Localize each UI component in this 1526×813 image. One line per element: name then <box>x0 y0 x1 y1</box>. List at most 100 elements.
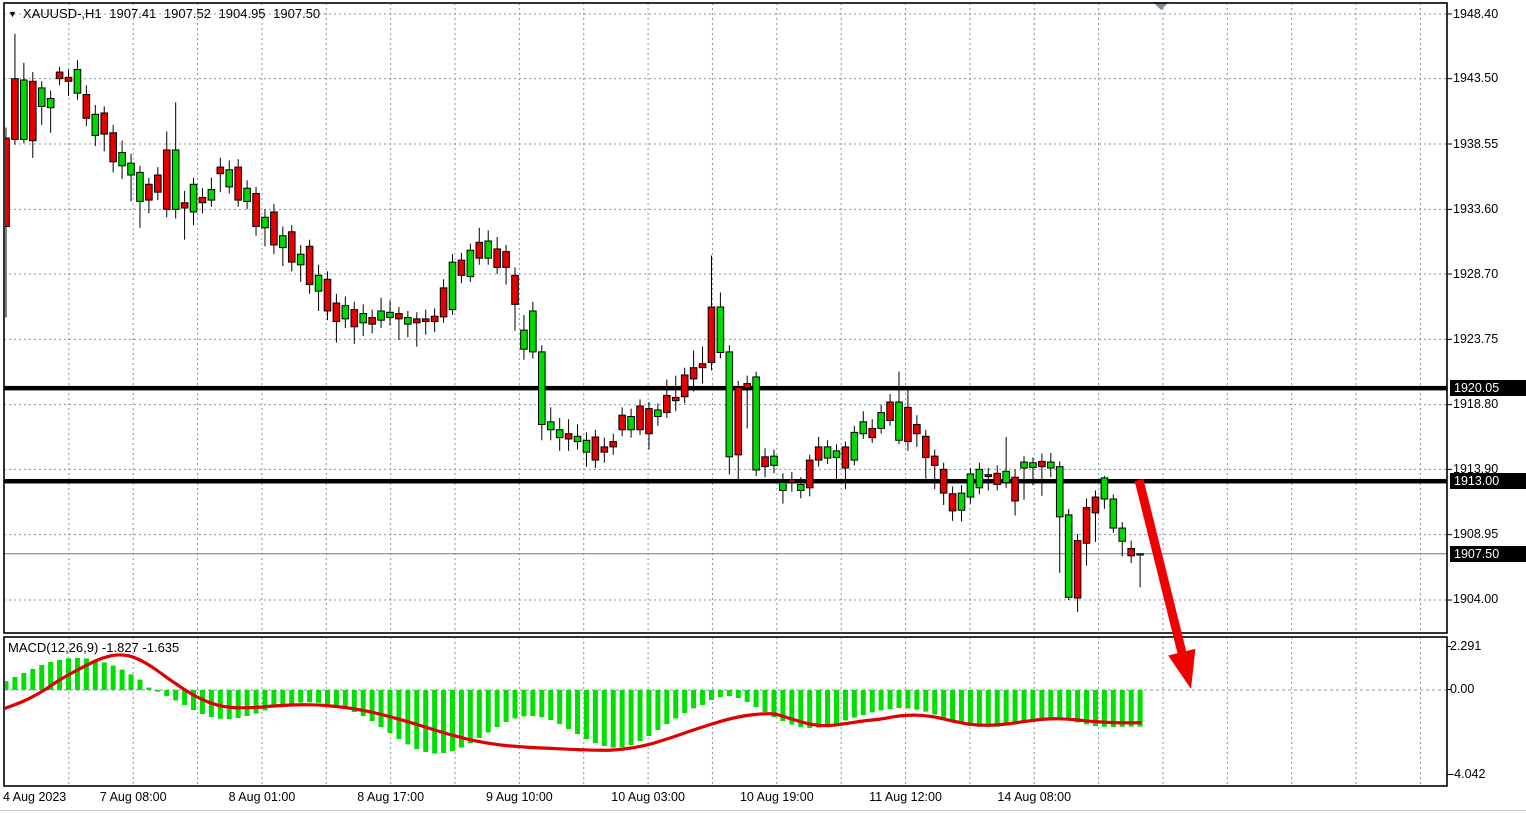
candle-body <box>895 401 903 441</box>
candle-body <box>877 412 885 429</box>
candle-body <box>805 459 814 489</box>
macd-histogram-bar <box>137 679 143 690</box>
candle-body <box>796 484 805 491</box>
candle-body <box>109 132 117 163</box>
candle-body <box>993 472 1002 486</box>
macd-histogram-bar <box>396 690 402 739</box>
candle-body <box>761 456 769 468</box>
candle-body <box>636 405 644 431</box>
macd-histogram-bar <box>1057 690 1063 720</box>
price-axis-label: 1943.50 <box>1453 71 1499 86</box>
candle-body <box>73 68 82 94</box>
candle-body <box>627 416 635 431</box>
macd-histogram-bar <box>887 690 893 709</box>
candle-body <box>332 302 341 323</box>
macd-histogram-bar <box>807 690 813 728</box>
price-tag-support: 1913.00 <box>1450 473 1526 490</box>
candle-body <box>832 450 841 458</box>
macd-histogram-bar <box>155 690 161 692</box>
candle-body <box>386 311 394 319</box>
macd-histogram-bar <box>798 690 804 727</box>
macd-histogram-bar <box>432 690 438 754</box>
chart-header: ▼ XAUUSD-,H1 1907.41 1907.52 1904.95 1907… <box>8 6 324 21</box>
candle-body <box>270 211 278 246</box>
candle-body <box>100 112 109 135</box>
candle-body <box>439 287 448 318</box>
candle-body <box>252 192 260 227</box>
scroll-to-end-marker[interactable] <box>1153 2 1169 10</box>
macd-histogram-bar <box>521 690 527 717</box>
candle-body <box>448 261 457 311</box>
symbol-dropdown-icon[interactable]: ▼ <box>8 9 17 19</box>
macd-histogram-bar <box>655 690 661 730</box>
macd-histogram-bar <box>780 690 786 721</box>
macd-histogram-bar <box>717 690 723 697</box>
candle-body <box>189 183 198 213</box>
macd-histogram-bar <box>575 690 581 734</box>
macd-histogram-bar <box>1101 690 1107 727</box>
price-tag-current: 1907.50 <box>1450 545 1526 562</box>
candle-body <box>1020 461 1028 469</box>
candle-body <box>118 152 126 167</box>
candle-body <box>421 318 430 323</box>
candle-body <box>28 80 37 142</box>
candle-body <box>1136 553 1144 556</box>
macd-histogram-bar <box>583 690 589 739</box>
macd-histogram-bar <box>1110 690 1116 727</box>
candle-body <box>1100 477 1109 500</box>
macd-histogram-bar <box>92 660 98 690</box>
candle-body <box>82 94 91 119</box>
macd-histogram-bar <box>619 690 625 748</box>
candle-body <box>502 251 510 268</box>
candle-body <box>20 79 28 140</box>
candle-body <box>904 406 912 443</box>
candle-body <box>412 318 421 324</box>
macd-histogram-bar <box>57 660 63 690</box>
time-axis-label: 4 Aug 2023 <box>3 790 67 804</box>
candle-body <box>948 493 957 512</box>
macd-histogram-bar <box>1092 690 1098 726</box>
candle-body <box>127 162 135 176</box>
time-axis-label: 10 Aug 03:00 <box>611 790 685 804</box>
candle-body <box>1073 540 1082 599</box>
macd-histogram-bar <box>994 690 1000 727</box>
candle-body <box>5 137 10 227</box>
macd-histogram-bar <box>869 690 875 713</box>
macd-histogram-bar <box>646 690 652 736</box>
macd-histogram-bar <box>244 690 250 716</box>
price-axis-label: 1904.00 <box>1453 592 1499 607</box>
macd-histogram-bar <box>378 690 384 727</box>
macd-panel-content <box>5 638 1446 785</box>
candle-body <box>770 455 778 466</box>
macd-histogram-bar <box>476 690 482 738</box>
macd-histogram-bar <box>967 690 973 726</box>
price-axis-label: 1928.70 <box>1453 266 1499 281</box>
candle-body <box>279 235 287 249</box>
macd-axis-label: 2.291 <box>1450 639 1482 653</box>
candle-body <box>484 240 493 259</box>
candle-body <box>913 423 921 435</box>
macd-histogram-bar <box>1012 690 1018 725</box>
candle-body <box>1064 514 1073 598</box>
macd-histogram-bar <box>324 690 330 704</box>
macd-histogram-bar <box>637 690 643 741</box>
macd-histogram-bar <box>548 690 554 720</box>
macd-histogram-bar <box>262 690 268 711</box>
macd-histogram-bar <box>235 690 241 718</box>
price-axis-label: 1923.75 <box>1453 331 1499 346</box>
candle-body <box>493 248 501 268</box>
macd-histogram-bar <box>1084 690 1090 725</box>
candle-body <box>966 473 975 498</box>
macd-histogram-bar <box>387 690 393 733</box>
macd-histogram-bar <box>771 690 777 717</box>
macd-histogram-bar <box>610 690 616 748</box>
macd-histogram-bar <box>932 690 938 715</box>
candle-body <box>1109 498 1118 529</box>
macd-histogram-bar <box>1048 690 1054 720</box>
macd-histogram-bar <box>39 665 45 690</box>
macd-histogram-bar <box>985 690 991 728</box>
macd-histogram-bar <box>628 690 634 745</box>
macd-histogram-bar <box>467 690 473 743</box>
